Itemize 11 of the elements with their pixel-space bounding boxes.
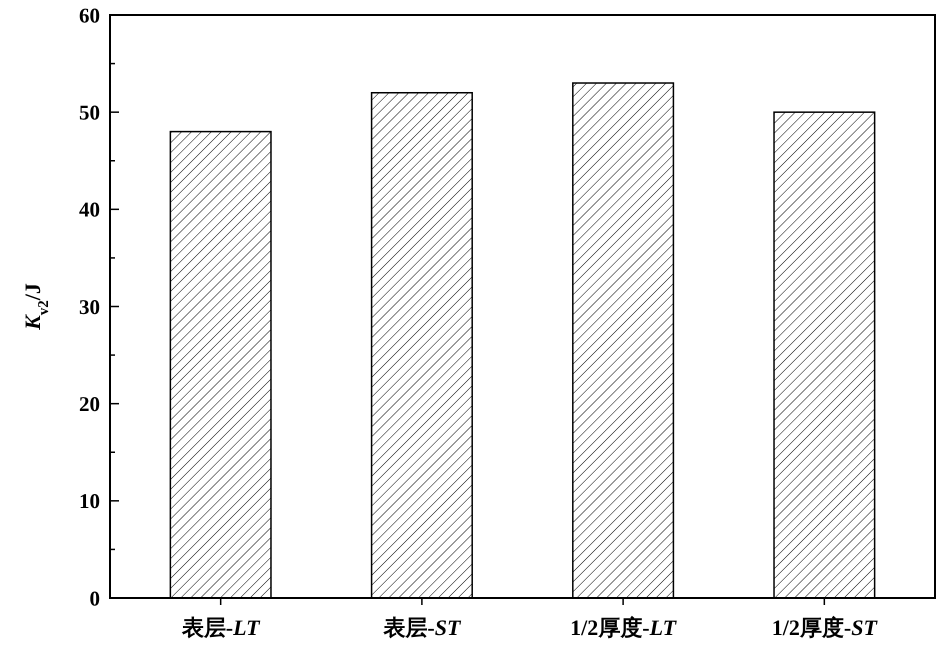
x-tick-label: 1/2厚度-ST: [772, 615, 878, 640]
y-tick-label: 20: [79, 392, 100, 416]
x-tick-label: 1/2厚度-LT: [570, 615, 678, 640]
y-tick-label: 0: [90, 586, 100, 610]
x-tick-label: 表层-ST: [382, 615, 462, 640]
y-tick-label: 30: [79, 294, 100, 319]
x-tick-label: 表层-LT: [180, 615, 262, 640]
y-tick-label: 40: [79, 198, 100, 222]
y-tick-label: 50: [79, 100, 100, 125]
y-tick-label: 10: [79, 489, 100, 514]
y-tick-label: 60: [79, 3, 100, 28]
